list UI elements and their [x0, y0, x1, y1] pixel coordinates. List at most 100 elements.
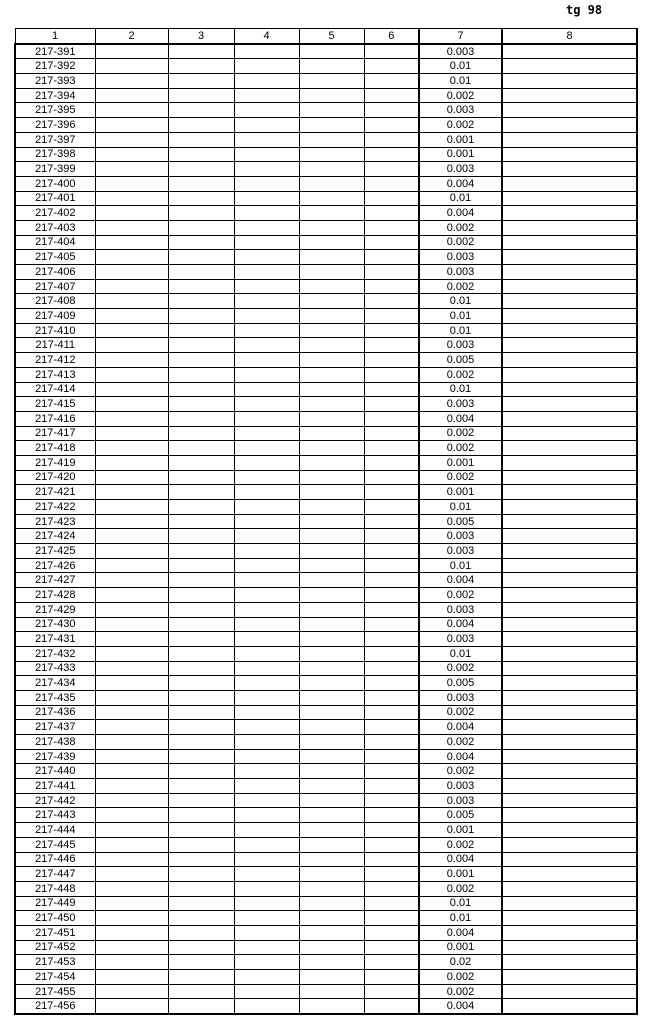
value-cell: 0.002 — [418, 219, 503, 236]
empty-cell — [94, 910, 169, 926]
empty-cell — [501, 425, 638, 442]
empty-cell — [233, 836, 300, 853]
empty-cell — [363, 308, 420, 324]
empty-cell — [501, 587, 638, 603]
empty-cell — [501, 675, 638, 691]
value-cell: 0.001 — [418, 484, 503, 500]
empty-cell — [363, 73, 420, 89]
value-cell: 0.004 — [418, 719, 503, 735]
empty-cell — [94, 895, 169, 912]
empty-cell — [233, 73, 300, 89]
empty-cell — [363, 895, 420, 912]
empty-cell — [298, 822, 365, 838]
table-row: 217-413 0.002 — [14, 366, 638, 383]
table-row: 217-452 0.001 — [14, 939, 638, 956]
value-cell: 0.01 — [418, 499, 503, 515]
empty-cell — [167, 910, 235, 926]
table-row: 217-438 0.002 — [14, 734, 638, 750]
empty-cell — [167, 440, 235, 456]
empty-cell — [298, 484, 365, 500]
empty-cell — [233, 205, 300, 221]
empty-cell — [298, 410, 365, 427]
empty-cell — [501, 219, 638, 236]
value-cell: 0.001 — [418, 939, 503, 956]
empty-cell — [94, 219, 169, 236]
empty-cell — [501, 895, 638, 912]
table-row: 217-411 0.003 — [14, 337, 638, 354]
column-header-2: 2 — [94, 27, 169, 45]
empty-cell — [298, 87, 365, 104]
empty-cell — [94, 954, 169, 970]
value-cell: 0.01 — [418, 381, 503, 398]
empty-cell — [298, 645, 365, 662]
empty-cell — [94, 660, 169, 677]
empty-cell — [363, 880, 420, 897]
empty-cell — [298, 895, 365, 912]
sample-id-cell: 217-399 — [14, 161, 96, 177]
empty-cell — [298, 131, 365, 148]
table-row: 217-443 0.005 — [14, 807, 638, 824]
empty-cell — [363, 645, 420, 662]
sample-id-cell: 217-436 — [14, 704, 96, 721]
empty-cell — [94, 513, 169, 530]
sample-id-cell: 217-395 — [14, 102, 96, 119]
empty-cell — [501, 131, 638, 148]
empty-cell — [363, 410, 420, 427]
empty-cell — [501, 969, 638, 985]
value-cell: 0.002 — [418, 587, 503, 603]
empty-cell — [501, 73, 638, 89]
empty-cell — [363, 763, 420, 780]
empty-cell — [501, 763, 638, 780]
empty-cell — [501, 734, 638, 750]
value-cell: 0.01 — [418, 895, 503, 912]
sample-id-cell: 217-411 — [14, 337, 96, 354]
sample-id-cell: 217-392 — [14, 58, 96, 75]
empty-cell — [233, 499, 300, 515]
value-cell: 0.01 — [418, 645, 503, 662]
table-row: 217-429 0.003 — [14, 601, 638, 618]
value-cell: 0.001 — [418, 822, 503, 838]
empty-cell — [167, 748, 235, 765]
empty-cell — [94, 161, 169, 177]
empty-cell — [501, 146, 638, 163]
empty-cell — [298, 910, 365, 926]
empty-cell — [94, 822, 169, 838]
empty-cell — [233, 778, 300, 794]
value-cell: 0.002 — [418, 704, 503, 721]
empty-cell — [363, 557, 420, 574]
empty-cell — [167, 954, 235, 970]
empty-cell — [167, 410, 235, 427]
empty-cell — [501, 499, 638, 515]
empty-cell — [363, 293, 420, 310]
sample-id-cell: 217-407 — [14, 278, 96, 295]
empty-cell — [94, 851, 169, 868]
empty-cell — [167, 557, 235, 574]
table-row: 217-436 0.002 — [14, 704, 638, 721]
empty-cell — [363, 939, 420, 956]
value-cell: 0.003 — [418, 102, 503, 119]
empty-cell — [298, 146, 365, 163]
empty-cell — [167, 58, 235, 75]
empty-cell — [233, 954, 300, 970]
empty-cell — [298, 689, 365, 706]
empty-cell — [233, 557, 300, 574]
empty-cell — [363, 131, 420, 148]
empty-cell — [94, 58, 169, 75]
sample-id-cell: 217-451 — [14, 924, 96, 941]
table-row: 217-396 0.002 — [14, 117, 638, 133]
empty-cell — [94, 190, 169, 207]
table-row: 217-404 0.002 — [14, 234, 638, 251]
empty-cell — [363, 734, 420, 750]
empty-cell — [233, 616, 300, 633]
empty-cell — [363, 748, 420, 765]
value-cell: 0.001 — [418, 866, 503, 882]
empty-cell — [363, 117, 420, 133]
value-cell: 0.01 — [418, 322, 503, 339]
sample-id-cell: 217-397 — [14, 131, 96, 148]
value-cell: 0.01 — [418, 58, 503, 75]
empty-cell — [363, 822, 420, 838]
table-row: 217-420 0.002 — [14, 469, 638, 486]
empty-cell — [94, 631, 169, 647]
